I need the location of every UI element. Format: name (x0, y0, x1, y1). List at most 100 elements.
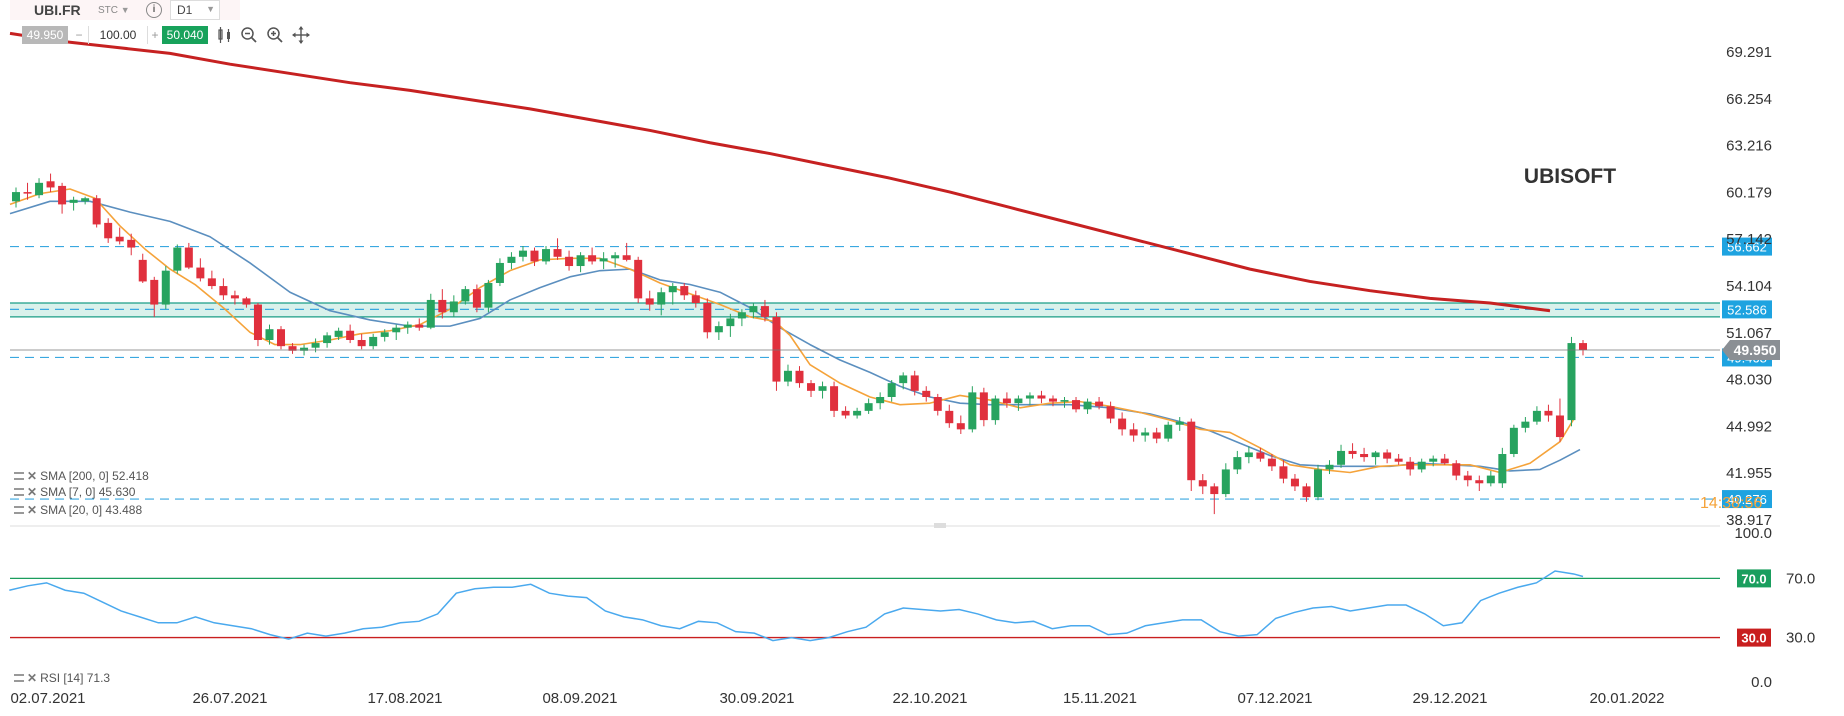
candle-body (1210, 486, 1219, 495)
price-tick-label: 66.254 (1726, 91, 1772, 108)
symbol-label[interactable]: UBI.FR (34, 2, 81, 18)
candle-body (380, 332, 389, 337)
candle-body (737, 312, 746, 319)
price-tick-label: 51.067 (1726, 325, 1772, 342)
volume-input[interactable]: 100.00 (88, 26, 148, 44)
sma7-layer (9, 188, 1576, 474)
candle-body (1475, 480, 1484, 484)
candle-body (1452, 463, 1461, 476)
candle-body (138, 259, 147, 282)
drag-handle-icon[interactable] (14, 472, 24, 480)
candle-body (807, 383, 816, 391)
candle-body (219, 286, 228, 296)
candle-body (1095, 401, 1104, 407)
candle-body (461, 289, 470, 302)
candle-body (1244, 452, 1253, 458)
date-tick-label: 20.01.2022 (1589, 690, 1664, 707)
chevron-down-icon: ▼ (120, 5, 130, 15)
legend-rsi[interactable]: ✕ RSI [14] 71.3 (14, 671, 110, 685)
candle-body (1256, 452, 1265, 459)
drag-handle-icon[interactable] (14, 506, 24, 514)
zoom-out-icon[interactable] (240, 26, 258, 44)
price-tick-label: 48.030 (1726, 372, 1772, 389)
date-tick-label: 15.11.2021 (1063, 690, 1137, 707)
drag-handle-icon[interactable] (14, 488, 24, 496)
info-icon[interactable]: i (146, 2, 162, 18)
date-tick-label: 02.07.2021 (10, 690, 85, 707)
candle-body (1129, 429, 1138, 436)
candle-body (1567, 343, 1576, 421)
candle-body (772, 316, 781, 382)
drag-handle-icon[interactable] (14, 674, 24, 682)
ask-price-button[interactable]: 50.040 (162, 26, 208, 44)
legend-sma7-label: SMA [7, 0] 45.630 (40, 485, 136, 499)
crosshair-move-icon[interactable] (292, 26, 310, 44)
price-tick-label: 44.992 (1726, 418, 1772, 435)
candle-body (1048, 398, 1057, 402)
date-tick-label: 07.12.2021 (1237, 690, 1312, 707)
candle-body (1198, 480, 1207, 487)
candle-body (899, 375, 908, 384)
candle-body (1106, 406, 1115, 419)
candle-body (853, 410, 862, 416)
candlestick-type-icon[interactable] (216, 26, 234, 44)
candle-body (565, 256, 574, 267)
candle-body (1187, 421, 1196, 481)
candle-body (311, 343, 320, 348)
candle-body (495, 262, 504, 283)
legend-rsi-label: RSI [14] 71.3 (40, 671, 111, 685)
candle-body (357, 339, 366, 347)
sma20-line (9, 200, 1581, 472)
rsi-tick-label: 70.0 (1786, 570, 1815, 587)
candle-body (92, 198, 101, 225)
candle-body (484, 282, 493, 308)
candle-body (1233, 457, 1242, 470)
timeframe-dropdown[interactable]: D1 ▼ (170, 0, 220, 20)
candle-body (841, 410, 850, 416)
candle-body (1360, 454, 1369, 458)
candle-body (1175, 421, 1184, 425)
candle-body (1152, 432, 1161, 439)
volume-increase-button[interactable]: + (151, 28, 159, 42)
close-icon[interactable]: ✕ (27, 503, 38, 517)
candle-body (1498, 454, 1507, 484)
legend-sma7[interactable]: ✕ SMA [7, 0] 45.630 (14, 485, 135, 499)
candle-body (81, 198, 90, 202)
zoom-in-icon[interactable] (266, 26, 284, 44)
legend-sma20[interactable]: ✕ SMA [20, 0] 43.488 (14, 503, 142, 517)
rsi-tick-label: 100.0 (1734, 525, 1772, 542)
candle-body (749, 306, 758, 313)
candle-body (542, 249, 551, 262)
candle-body (1267, 458, 1276, 467)
candle-body (968, 392, 977, 430)
candle-body (1463, 475, 1472, 481)
candle-body (1509, 427, 1518, 455)
sma7-line (9, 188, 1576, 474)
level-label: 40.276 (1727, 492, 1767, 507)
current-price-box (1722, 340, 1780, 361)
candle-body (680, 286, 689, 296)
candle-body (253, 304, 262, 340)
close-icon[interactable]: ✕ (27, 469, 38, 483)
candle-body (392, 327, 401, 333)
close-icon[interactable]: ✕ (27, 671, 38, 685)
date-tick-label: 30.09.2021 (719, 690, 794, 707)
volume-decrease-button[interactable]: − (75, 28, 83, 42)
candle-body (1348, 450, 1357, 455)
candle-body (369, 336, 378, 347)
candle-body (207, 278, 216, 287)
candle-body (196, 267, 205, 279)
close-icon[interactable]: ✕ (27, 485, 38, 499)
legend-sma200[interactable]: ✕ SMA [200, 0] 52.418 (14, 469, 149, 483)
candle-body (334, 330, 343, 337)
candle-body (288, 346, 297, 351)
candle-body (1313, 469, 1322, 498)
symbol-type-dropdown[interactable]: STC ▼ (98, 5, 130, 16)
bid-price-button[interactable]: 49.950 (22, 26, 68, 44)
candle-body (991, 398, 1000, 421)
candle-body (12, 192, 20, 202)
candle-body (1325, 464, 1334, 470)
candle-body (1083, 401, 1092, 410)
